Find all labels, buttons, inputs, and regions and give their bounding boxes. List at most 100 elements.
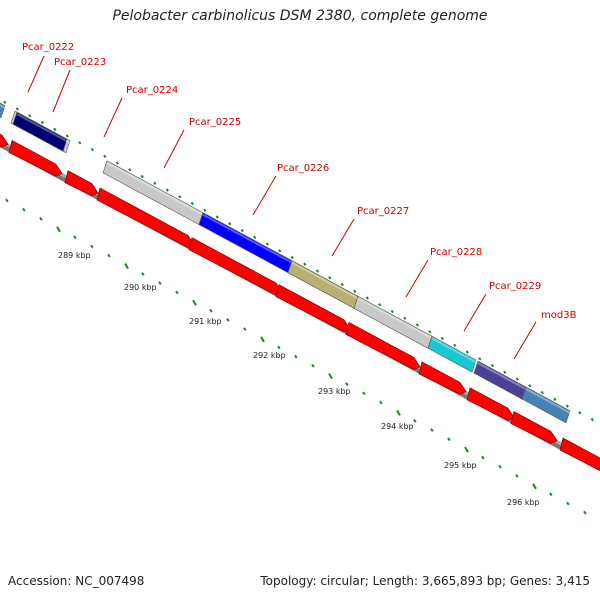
tick-mark: [228, 222, 232, 226]
tick-mark: [215, 215, 219, 219]
tick-mark: [28, 114, 32, 118]
label-leader-line: [252, 175, 277, 216]
tick-mark: [328, 276, 332, 280]
gene-feature-highlight: [106, 161, 204, 216]
tick-mark: [464, 446, 469, 453]
gene-feature-bar: [521, 386, 571, 424]
tick-mark: [590, 417, 594, 422]
tick-mark: [22, 207, 26, 212]
topology-summary-text: Topology: circular; Length: 3,665,893 bp…: [260, 574, 590, 588]
gene-feature-track: [0, 102, 571, 424]
tick-mark: [379, 400, 383, 405]
tick-mark: [226, 318, 230, 322]
tick-mark: [390, 309, 394, 314]
gene-feature-highlight: [0, 103, 6, 109]
tick-mark: [153, 181, 157, 185]
gene-label-group: Pcar_0222 Pcar_0223 Pcar_0224 Pcar_0225 Pcar…: [22, 42, 577, 321]
cds-arrow: [510, 411, 558, 444]
tick-mark: [478, 357, 482, 361]
tick-mark: [413, 418, 417, 423]
map-title: Pelobacter carbinolicus DSM 2380, comple…: [112, 8, 488, 24]
scale-label-group: 289 kbp 290 kbp 291 kbp 292 kbp 293 kbp 294 k…: [58, 251, 540, 507]
label-leader-line: [103, 97, 123, 138]
tick-mark: [192, 299, 197, 306]
scale-label: 291 kbp: [189, 317, 222, 326]
accession-text: Accession: NC_007498: [8, 574, 145, 588]
tick-mark: [453, 343, 457, 347]
gene-label: Pcar_0225: [189, 117, 241, 128]
tick-mark: [345, 382, 349, 387]
gene-feature-highlight: [291, 261, 359, 300]
tick-mark: [447, 437, 451, 442]
tick-mark: [56, 226, 61, 233]
tick-mark: [124, 262, 129, 270]
cds-arrow: [466, 387, 515, 421]
cds-arrow: [0, 133, 9, 148]
gene-feature-bar: [12, 111, 68, 152]
cds-arrow: [345, 321, 421, 370]
tick-mark: [165, 188, 169, 192]
gene-label: Pcar_0227: [357, 206, 409, 217]
scale-label: 290 kbp: [124, 283, 157, 292]
gene-label: Pcar_0224: [126, 85, 178, 96]
gene-feature-highlight: [431, 337, 477, 363]
tick-mark: [203, 208, 207, 212]
tick-mark: [465, 350, 469, 354]
tick-mark: [315, 269, 319, 273]
tick-mark: [90, 244, 94, 249]
tick-mark: [243, 327, 247, 331]
tick-mark: [328, 373, 333, 380]
gene-feature-highlight: [477, 362, 527, 390]
label-leader-line: [463, 293, 487, 332]
tick-mark: [290, 255, 294, 260]
gene-label: Pcar_0226: [277, 163, 329, 174]
gene-label: mod3B: [541, 310, 577, 321]
tick-mark: [565, 404, 569, 408]
tick-mark: [175, 290, 179, 295]
tick-mark: [353, 289, 357, 293]
scale-label: 294 kbp: [381, 422, 414, 431]
gene-label: Pcar_0222: [22, 42, 74, 53]
tick-mark: [566, 501, 570, 506]
tick-mark: [40, 120, 44, 125]
tick-mark: [15, 107, 19, 111]
gene-label: Pcar_0228: [430, 247, 482, 258]
gene-feature-bar: [198, 212, 293, 274]
tick-mark: [498, 464, 502, 469]
scale-label: 292 kbp: [253, 351, 286, 360]
tick-mark: [158, 281, 162, 286]
gene-feature-bar: [427, 335, 477, 373]
tick-mark: [549, 492, 553, 497]
scale-label: 293 kbp: [318, 387, 351, 396]
tick-mark: [128, 168, 132, 172]
label-leader-line: [331, 218, 355, 257]
tick-row-outer: [3, 100, 594, 422]
tick-mark: [73, 235, 77, 240]
tick-mark: [490, 363, 494, 368]
gene-feature-highlight: [357, 297, 433, 340]
tick-mark: [278, 249, 282, 253]
gene-label: Pcar_0229: [489, 281, 541, 292]
tick-mark: [103, 154, 107, 158]
tick-mark: [503, 370, 507, 374]
tick-mark: [403, 316, 407, 320]
label-leader-line: [163, 129, 185, 169]
tick-mark: [532, 483, 537, 490]
scale-label: 289 kbp: [58, 251, 91, 260]
gene-feature-bar: [0, 102, 6, 119]
tick-mark: [90, 147, 94, 152]
cds-arrow: [418, 361, 467, 395]
tick-mark: [53, 127, 57, 131]
label-leader-line: [513, 321, 537, 360]
gene-feature-highlight: [525, 388, 571, 414]
tick-mark: [415, 323, 419, 327]
tick-mark: [209, 308, 213, 313]
tick-mark: [428, 330, 432, 334]
tick-mark: [115, 161, 119, 165]
tick-mark: [396, 409, 401, 416]
tick-mark: [583, 510, 587, 515]
tick-mark: [107, 253, 111, 258]
tick-mark: [553, 397, 557, 401]
label-leader-line: [405, 259, 429, 298]
tick-mark: [240, 228, 244, 233]
